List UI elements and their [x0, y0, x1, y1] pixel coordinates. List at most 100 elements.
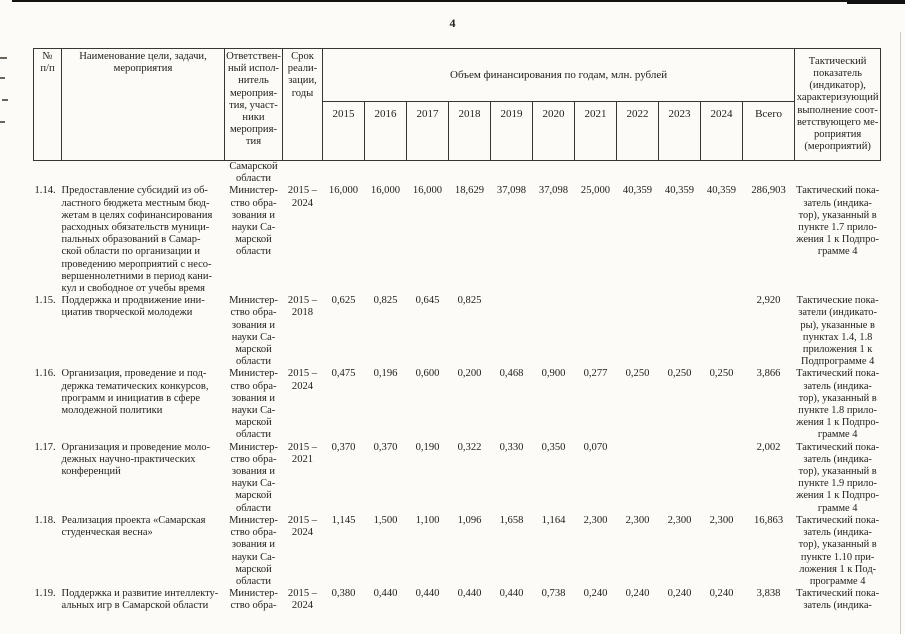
year-value-cell: 0,190: [415, 441, 440, 453]
year-value-cell: [491, 161, 533, 186]
header-year-2019: 2019: [490, 101, 533, 161]
activity-title-cell: Предоставление субсидий из об- ластного …: [61, 185, 213, 295]
header-financing-group: Объем финансирования по годам, млн. рубл…: [321, 48, 796, 102]
indicator-cell: Тактический пока- затель (индика- тор), …: [796, 441, 880, 514]
header-indicator: Тактический показатель (индикатор), хара…: [794, 48, 882, 161]
year-value-cell: 40,359: [664, 185, 695, 197]
indicator-cell: Тактический пока- затель (индика- тор), …: [796, 514, 880, 587]
year-value-cell: 0,645: [415, 295, 440, 307]
total-value-cell: 3,866: [756, 368, 781, 380]
year-value-cell: 1,164: [541, 514, 566, 526]
year-value-cell: [617, 161, 659, 186]
year-value-cell: [617, 442, 659, 515]
year-value-cell: [533, 161, 575, 186]
activity-title-cell: Реализация проекта «Самарская студенческ…: [61, 514, 206, 539]
row-number-cell: 1.14.: [34, 185, 56, 197]
executor-cell: Министер- ство обра- зования и науки Са-…: [229, 368, 278, 441]
year-value-cell: 1,096: [457, 514, 482, 526]
year-value-cell: 0,277: [583, 368, 608, 380]
table-row: 1.17. Организация и проведение моло- дежн…: [34, 442, 881, 515]
activity-title-cell: Организация, проведение и под- держка те…: [61, 368, 209, 417]
year-value-cell: 0,240: [709, 588, 734, 600]
year-value-cell: 0,370: [373, 441, 398, 453]
year-value-cell: [365, 161, 407, 186]
total-value-cell: [743, 161, 795, 186]
year-value-cell: 0,250: [625, 368, 650, 380]
year-value-cell: 0,380: [331, 588, 356, 600]
scan-top-edge-artifact: [12, 0, 905, 2]
year-value-cell: 0,625: [331, 295, 356, 307]
row-number-cell: [34, 161, 62, 186]
header-executor: Ответствен- ный испол- нитель мероприя- …: [224, 48, 283, 161]
year-value-cell: 0,738: [541, 588, 566, 600]
executor-cell: Министер- ство обра- зования и науки Са-…: [229, 514, 278, 587]
year-value-cell: 0,322: [457, 441, 482, 453]
scan-margin-mark: [0, 121, 5, 123]
year-value-cell: 0,200: [457, 368, 482, 380]
total-value-cell: 16,863: [754, 514, 784, 526]
activity-title-cell: Поддержка и продвижение ини- циатив твор…: [61, 295, 205, 319]
year-value-cell: 0,250: [667, 368, 692, 380]
year-value-cell: 0,825: [373, 295, 398, 307]
row-number-cell: 1.19.: [34, 588, 56, 600]
executor-cell: Самарской области: [229, 161, 278, 185]
activity-title-cell: Организация и проведение моло- дежных на…: [61, 441, 211, 478]
year-value-cell: 2,300: [667, 514, 692, 526]
year-value-cell: 40,359: [622, 185, 653, 197]
year-value-cell: 1,100: [415, 514, 440, 526]
table-row: Самарской области: [34, 161, 881, 186]
indicator-cell: [795, 161, 881, 186]
header-row-number: № п/п: [33, 48, 62, 161]
header-year-2023: 2023: [658, 101, 701, 161]
year-value-cell: 0,370: [331, 441, 356, 453]
year-value-cell: 0,900: [541, 368, 566, 380]
year-value-cell: [491, 295, 533, 368]
year-value-cell: [701, 442, 743, 515]
scan-margin-mark: [0, 77, 5, 79]
year-value-cell: 0,825: [457, 295, 482, 307]
financing-table: № п/п Наименование цели, задачи, меропри…: [33, 48, 882, 613]
total-value-cell: 2,920: [756, 295, 781, 307]
table-row: 1.14. Предоставление субсидий из об- ласт…: [34, 185, 881, 295]
executor-cell: Министер- ство обра- зования и науки Са-…: [229, 295, 278, 368]
year-value-cell: 0,600: [415, 368, 440, 380]
year-value-cell: 16,000: [412, 185, 443, 197]
scan-margin-mark: [2, 99, 8, 101]
year-value-cell: 16,000: [328, 185, 359, 197]
year-value-cell: 0,440: [499, 588, 524, 600]
indicator-cell: Тактические пока- затели (индикато- ры),…: [796, 295, 879, 368]
table-row: 1.19. Поддержка и развитие интеллекту- ал…: [34, 588, 881, 612]
period-cell: 2015 – 2024: [287, 588, 318, 612]
header-year-2022: 2022: [616, 101, 659, 161]
row-number-cell: 1.18.: [34, 514, 56, 526]
year-value-cell: 0,468: [499, 368, 524, 380]
activity-title-cell: [62, 161, 225, 186]
executor-cell: Министер- ство обра- зования и науки Са-…: [229, 441, 278, 514]
year-value-cell: 0,440: [373, 588, 398, 600]
year-value-cell: [323, 161, 365, 186]
header-year-2020: 2020: [532, 101, 575, 161]
table-row: 1.15. Поддержка и продвижение ини- циатив…: [34, 295, 881, 368]
table-body: Самарской области 1.14. Предоставление суб…: [34, 161, 881, 613]
period-cell: 2015 – 2024: [287, 368, 318, 392]
year-value-cell: 37,098: [496, 185, 527, 197]
year-value-cell: [449, 161, 491, 186]
year-value-cell: [617, 295, 659, 368]
year-value-cell: 0,240: [625, 588, 650, 600]
period-cell: 2015 – 2024: [287, 185, 318, 209]
year-value-cell: 2,300: [583, 514, 608, 526]
year-value-cell: 0,475: [331, 368, 356, 380]
header-year-2015: 2015: [322, 101, 365, 161]
header-year-2018: 2018: [448, 101, 491, 161]
year-value-cell: 0,350: [541, 441, 566, 453]
executor-cell: Министер- ство обра- зования и науки Са-…: [229, 185, 278, 258]
year-value-cell: 37,098: [538, 185, 569, 197]
year-value-cell: 18,629: [454, 185, 485, 197]
year-value-cell: 0,440: [415, 588, 440, 600]
scan-corner-artifact: [847, 0, 905, 4]
header-activity-name: Наименование цели, задачи, мероприятия: [61, 48, 225, 161]
year-value-cell: [659, 442, 701, 515]
year-value-cell: 0,440: [457, 588, 482, 600]
table-header: № п/п Наименование цели, задачи, меропри…: [33, 48, 882, 161]
